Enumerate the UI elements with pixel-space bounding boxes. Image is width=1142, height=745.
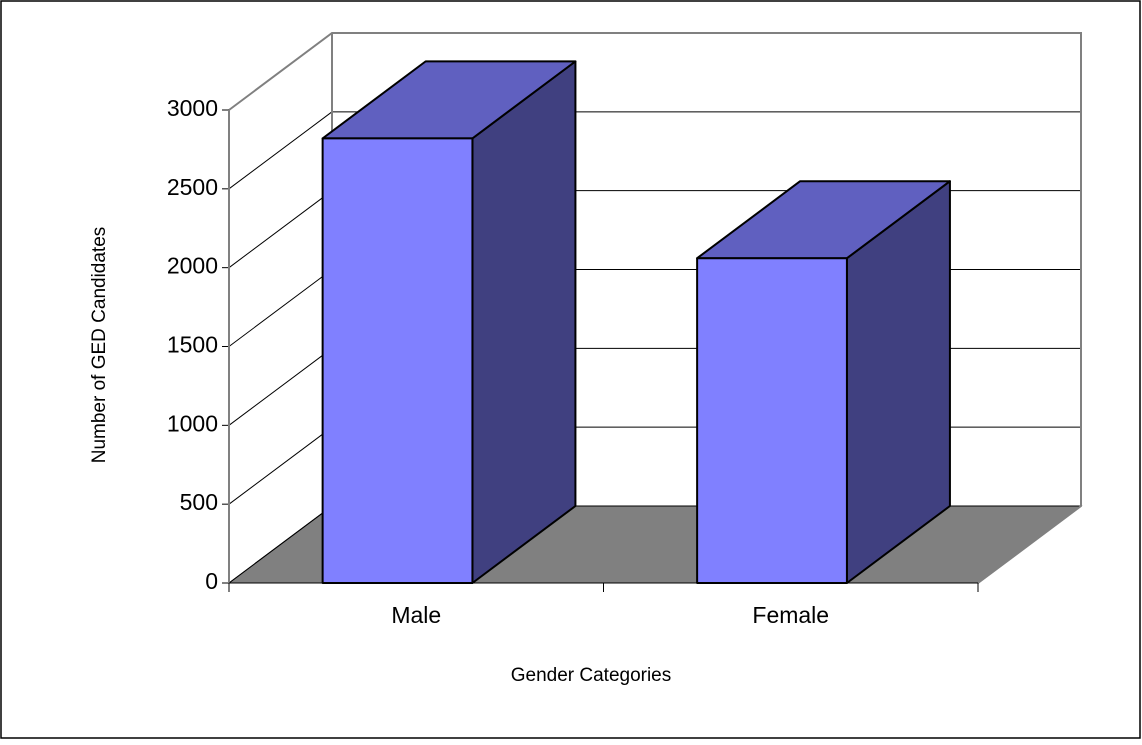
y-tick-label: 1000 (167, 410, 218, 436)
grid-line (228, 269, 333, 347)
x-axis-title: Gender Categories (511, 665, 672, 686)
grid-line (228, 505, 333, 584)
wall-border (228, 32, 1082, 584)
grid-line (228, 111, 333, 190)
y-tick-label: 3000 (167, 95, 218, 121)
grid-line (228, 190, 333, 269)
bar (321, 137, 474, 584)
y-axis-title: Number of GED Candidates (89, 227, 110, 464)
y-tick-label: 2000 (167, 253, 218, 279)
bar-side (471, 60, 577, 584)
x-tick-label: Female (752, 602, 829, 628)
x-tick-label: Male (391, 602, 441, 628)
y-tick-label: 0 (205, 568, 218, 594)
bar (696, 257, 848, 584)
grid-line (228, 347, 333, 426)
grid-line (228, 426, 333, 505)
y-tick-label: 2500 (167, 174, 218, 200)
y-tick-label: 1500 (167, 332, 218, 358)
y-tick-label: 500 (180, 489, 218, 515)
